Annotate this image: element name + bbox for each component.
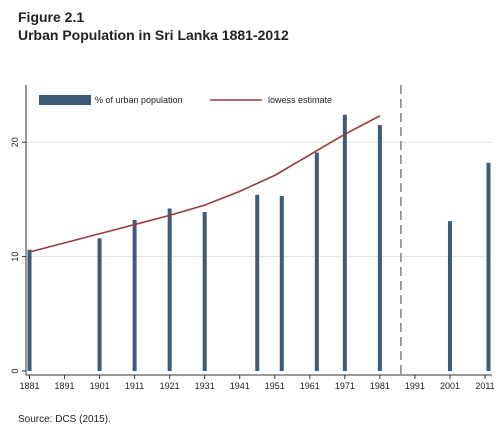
x-tick-label-1921: 1921 xyxy=(160,381,180,391)
bar-1881 xyxy=(27,249,32,371)
bar-2001 xyxy=(447,221,452,371)
x-tick-label-1881: 1881 xyxy=(19,381,39,391)
x-tick-label-1951: 1951 xyxy=(265,381,285,391)
x-tick-label-1901: 1901 xyxy=(90,381,110,391)
x-tick-label-1931: 1931 xyxy=(195,381,215,391)
x-tick-label-1941: 1941 xyxy=(230,381,250,391)
lowess-line xyxy=(29,115,381,253)
y-tick-label-10: 10 xyxy=(10,252,20,262)
bar-1981 xyxy=(377,125,382,371)
bar-1953 xyxy=(279,195,284,371)
x-tick-label-1891: 1891 xyxy=(55,381,75,391)
legend: % of urban population lowess estimate xyxy=(39,95,332,105)
bar-2012 xyxy=(486,162,491,371)
figure-title: Urban Population in Sri Lanka 1881-2012 xyxy=(18,27,289,43)
x-tick-label-1911: 1911 xyxy=(125,381,144,391)
legend-label-line: lowess estimate xyxy=(268,95,332,105)
y-tick-label-0: 0 xyxy=(10,368,20,373)
legend-swatch-bar xyxy=(39,95,91,105)
x-tick-label-1961: 1961 xyxy=(300,381,320,391)
x-tick-label-2001: 2001 xyxy=(440,381,460,391)
axes-layer: 0 10 20 1881 1891 1901 1911 1921 1931 1941 1951 196… xyxy=(10,85,495,391)
figure-label: Figure 2.1 xyxy=(18,9,85,25)
x-tick-label-1991: 1991 xyxy=(405,381,425,391)
bar-1971 xyxy=(342,114,347,371)
x-tick-label-1981: 1981 xyxy=(370,381,390,391)
bar-1963 xyxy=(314,152,319,371)
bars-layer xyxy=(27,114,491,371)
legend-label-bar: % of urban population xyxy=(95,95,183,105)
line-layer xyxy=(29,115,381,253)
bar-1931 xyxy=(202,211,207,371)
x-tick-label-1971: 1971 xyxy=(335,381,355,391)
y-tick-label-20: 20 xyxy=(10,137,20,147)
x-tick-label-2011: 2011 xyxy=(475,381,494,391)
bar-1901 xyxy=(97,238,102,371)
bar-1911 xyxy=(132,219,137,371)
bar-1946 xyxy=(255,194,260,371)
bar-1921 xyxy=(167,208,172,371)
source-note: Source: DCS (2015). xyxy=(18,414,111,425)
